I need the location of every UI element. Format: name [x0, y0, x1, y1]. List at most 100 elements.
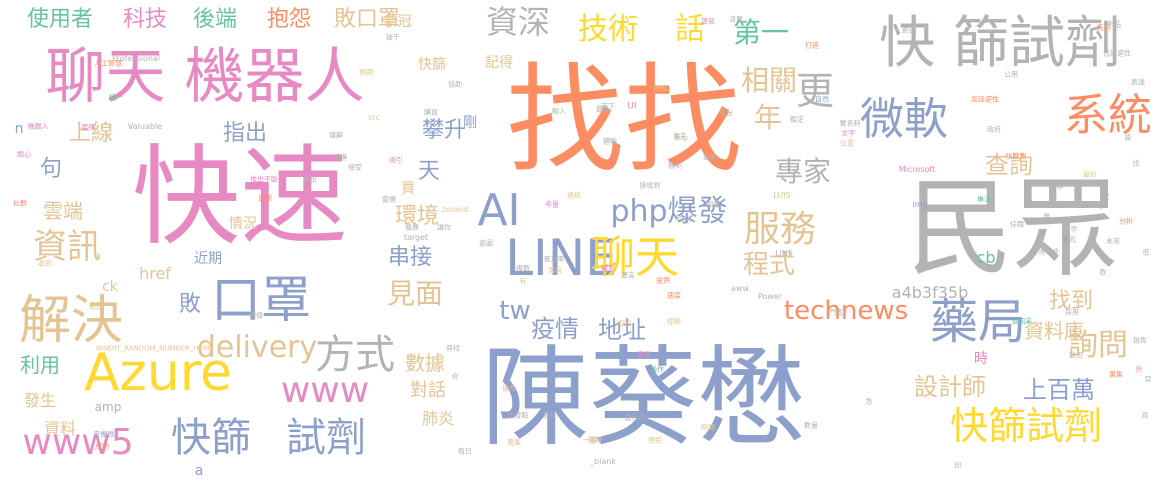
cloud-word: 預期 — [359, 68, 373, 77]
cloud-word: 陳葵懋 — [480, 336, 806, 461]
cloud-word: 連結 — [567, 191, 581, 200]
cloud-word: 找找 — [505, 51, 743, 189]
cloud-word: 找 — [1132, 159, 1140, 168]
cloud-word: 複數 — [516, 264, 530, 273]
cloud-word: UI — [627, 101, 637, 112]
cloud-word: 藥局 — [929, 294, 1027, 350]
cloud-word: 有 — [519, 277, 527, 286]
cloud-word: 設計 — [1083, 170, 1097, 179]
cloud-word: 自然 — [815, 95, 829, 104]
cloud-word: Microsoft — [898, 165, 936, 174]
cloud-word: a — [194, 463, 204, 479]
cloud-word: 時 — [974, 351, 988, 367]
cloud-word: 吸引 — [389, 156, 403, 165]
cloud-word: zoneid — [441, 205, 469, 214]
cloud-word: 複製 — [601, 264, 615, 273]
cloud-word: 狀況 — [1069, 351, 1083, 360]
cloud-word: 位置 — [840, 139, 854, 148]
cloud-word: technews — [783, 296, 909, 326]
cloud-word: 見面 — [386, 277, 444, 310]
cloud-word: 推出 — [303, 175, 317, 184]
cloud-word: 破千 — [386, 33, 400, 42]
cloud-word: 盧分出 — [624, 413, 646, 422]
cloud-word: 天 — [417, 159, 441, 184]
cloud-word: 民眾 — [907, 167, 1119, 290]
cloud-word: 早 — [1070, 225, 1078, 234]
cloud-word: 政府 — [987, 125, 1001, 134]
cloud-word: 先前 — [1097, 23, 1111, 32]
cloud-word: 語音 — [701, 17, 715, 26]
cloud-word: 專家 — [774, 155, 832, 188]
cloud-word: img — [912, 200, 928, 209]
cloud-word: 擴展 — [405, 223, 419, 232]
cloud-word: _blank — [590, 457, 616, 466]
cloud-word: 攀升 — [421, 118, 467, 143]
cloud-word: 多元 — [1062, 235, 1076, 244]
cloud-word: tw — [499, 296, 531, 326]
cloud-word: 快篩 — [418, 57, 446, 73]
cloud-word: 低延遲性 — [1103, 49, 1131, 58]
cloud-word: 醫制 — [668, 161, 682, 170]
cloud-word: 常 — [1144, 375, 1152, 384]
cloud-word: 文字 — [841, 129, 855, 138]
cloud-word: 清單 — [729, 15, 743, 24]
cloud-word: 資深 — [485, 3, 551, 41]
cloud-word: 新冠 — [384, 14, 412, 30]
cloud-word: 資料庫 — [1024, 319, 1084, 343]
cloud-word: 核心 — [674, 133, 688, 142]
cloud-word: 剛 — [463, 115, 477, 131]
cloud-word: 年 — [753, 101, 783, 134]
cloud-word: 近期 — [194, 251, 222, 267]
cloud-word: INSERT_RANDOM_NUMBER_HERE — [95, 344, 213, 353]
cloud-word: 時間 — [701, 423, 715, 432]
cloud-word: 門檻 — [829, 308, 843, 317]
cloud-word: 對話 — [410, 380, 446, 401]
cloud-word: 操作 — [650, 365, 664, 374]
cloud-word: 快篩 — [171, 415, 251, 461]
cloud-word: 非 — [1097, 202, 1105, 211]
cloud-word: amp — [94, 400, 122, 414]
cloud-word: target — [403, 233, 429, 242]
cloud-word: 詢問 — [1068, 328, 1128, 363]
cloud-word: 購買 — [424, 108, 438, 117]
cloud-word: 收到 — [38, 259, 52, 268]
cloud-word: 快篩試劑 — [949, 404, 1103, 448]
cloud-word: 選擇 — [81, 123, 95, 132]
cloud-word: 聊天 — [591, 232, 679, 283]
cloud-word: 採用 — [1065, 308, 1079, 317]
cloud-word: 解決 — [18, 291, 124, 351]
cloud-word: 作品 — [1105, 20, 1121, 29]
cloud-word: 串接 — [387, 245, 433, 270]
cloud-word: 經驗 — [667, 317, 681, 326]
cloud-word: 表達 — [1131, 78, 1145, 87]
cloud-word: delivery — [196, 330, 318, 365]
cloud-word: 蒐集 — [507, 438, 521, 447]
cloud-word: 告知 — [653, 84, 667, 93]
cloud-word: 普及率 — [543, 255, 565, 264]
cloud-word: 最佳 — [596, 105, 610, 114]
cloud-word: LINE — [775, 249, 793, 258]
cloud-word: 句 — [36, 156, 61, 178]
cloud-word: Azure — [83, 343, 233, 403]
cloud-word: 讓你 — [437, 223, 451, 232]
cloud-word: 打造 — [805, 41, 819, 50]
cloud-word: 高延遲性 — [971, 95, 999, 104]
cloud-word: 尋找 — [446, 344, 460, 353]
cloud-word: 情況 — [229, 216, 257, 232]
cloud-word: 首下 — [601, 102, 615, 111]
cloud-word: 環境 — [394, 204, 440, 229]
cloud-word: href — [139, 264, 171, 283]
cloud-word: 中 — [1056, 183, 1064, 192]
cloud-word: 後端 — [192, 7, 238, 32]
cloud-word: 平台 — [719, 109, 733, 118]
cloud-word: 相關 — [740, 64, 798, 97]
cloud-word: 使用者 — [26, 7, 94, 32]
cloud-word: 進一步 — [1038, 247, 1060, 256]
cloud-word: 任職 — [1010, 220, 1024, 229]
cloud-word: 速度 — [667, 291, 681, 300]
cloud-word: 微軟 — [860, 94, 948, 145]
cloud-word: 當有 — [548, 266, 562, 275]
cloud-word: 查詢 — [985, 151, 1033, 179]
cloud-word: 識別 — [677, 215, 691, 224]
cloud-word: 抱怨 — [266, 7, 312, 32]
